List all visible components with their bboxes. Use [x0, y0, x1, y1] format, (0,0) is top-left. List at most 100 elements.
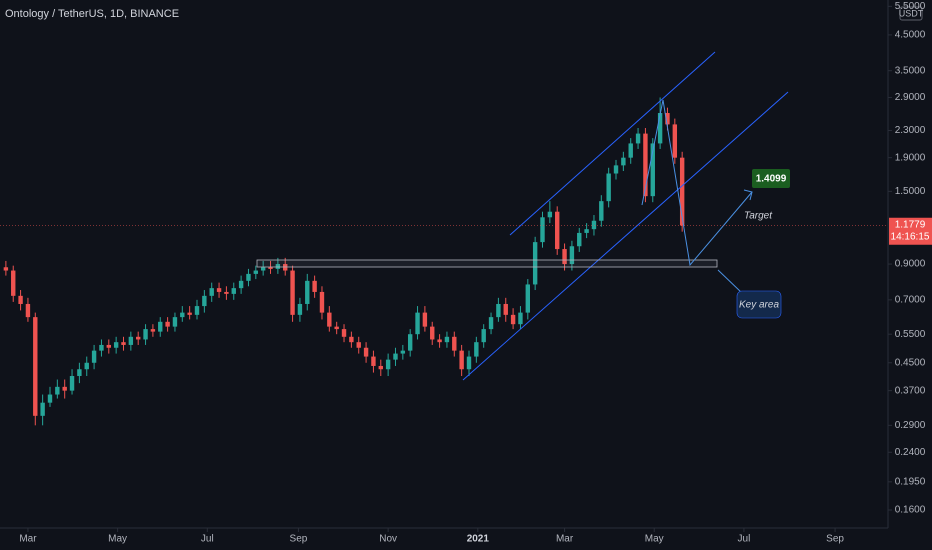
- candle-body: [569, 246, 575, 265]
- candle-body: [91, 350, 97, 363]
- y-tick-label: 0.2400: [895, 447, 926, 458]
- candle-body: [422, 312, 428, 327]
- currency-box: [899, 6, 923, 21]
- y-tick-label: 0.5500: [895, 329, 926, 340]
- candle-body: [260, 267, 266, 271]
- x-tick-label: Jul: [738, 534, 751, 545]
- candle-body: [363, 347, 369, 357]
- candle-body: [187, 312, 192, 315]
- candle-body: [18, 295, 23, 304]
- channel-lower: [462, 91, 789, 381]
- y-tick-label: 3.5000: [895, 65, 926, 76]
- candle-body: [371, 356, 376, 366]
- candle-body: [643, 133, 648, 197]
- countdown: 14:16:15: [891, 231, 930, 242]
- y-tick-label: 0.1600: [895, 505, 926, 516]
- candle-body: [577, 232, 582, 247]
- candle-body: [25, 303, 31, 318]
- candle-body: [158, 321, 163, 332]
- candle-body: [679, 157, 685, 226]
- candle-body: [474, 342, 479, 357]
- candle-body: [180, 312, 185, 318]
- candle-body: [150, 329, 156, 332]
- candle-body: [194, 306, 200, 315]
- x-tick-label: May: [645, 534, 664, 545]
- candle-body: [407, 334, 413, 351]
- candle-body: [606, 173, 611, 202]
- candle-body: [165, 321, 170, 327]
- candle-body: [430, 326, 435, 340]
- candle-body: [385, 359, 391, 370]
- target-label: Target: [744, 211, 773, 222]
- candle-body: [532, 242, 538, 285]
- candle-body: [172, 317, 178, 327]
- candle-body: [415, 312, 420, 335]
- y-tick-label: 2.3000: [895, 125, 926, 136]
- y-tick-label: 0.4500: [895, 357, 926, 368]
- candle-body: [47, 394, 53, 403]
- candle-body: [496, 303, 501, 318]
- candle-body: [319, 291, 325, 313]
- candle-body: [378, 365, 383, 370]
- candle-body: [650, 143, 655, 197]
- candle-body: [113, 342, 119, 348]
- candle-body: [452, 336, 457, 351]
- candle-body: [481, 329, 486, 343]
- key-zone: [256, 259, 718, 268]
- candle-body: [121, 342, 126, 345]
- candle-body: [555, 211, 560, 250]
- candle-body: [231, 288, 236, 294]
- candle-body: [11, 270, 16, 296]
- y-tick-label: 2.9000: [895, 92, 926, 103]
- candle-body: [268, 267, 273, 269]
- candle-body: [143, 329, 148, 340]
- last-price: 1.1779: [895, 219, 926, 230]
- y-tick-label: 1.5000: [895, 186, 926, 197]
- y-tick-label: 0.3700: [895, 385, 926, 396]
- candle-body: [341, 329, 347, 337]
- candle-body: [69, 376, 75, 391]
- candle-body: [84, 362, 89, 370]
- candle-body: [106, 344, 111, 348]
- candle-body: [3, 267, 9, 271]
- candle-body: [216, 288, 222, 292]
- candle-body: [599, 201, 604, 221]
- price-axis: [888, 0, 932, 550]
- candle-body: [393, 353, 398, 360]
- candle-body: [518, 312, 523, 325]
- candle-body: [246, 273, 251, 281]
- last-price-box: [889, 217, 932, 245]
- candle-body: [621, 157, 626, 166]
- candle-body: [613, 165, 619, 174]
- candle-body: [40, 402, 45, 416]
- candle-body: [253, 270, 259, 274]
- candle-body: [224, 291, 229, 294]
- x-tick-label: Sep: [290, 534, 308, 545]
- candle-body: [591, 220, 597, 230]
- candle-body: [540, 217, 545, 243]
- candle-body: [635, 133, 641, 144]
- callout-pointer: [717, 269, 743, 294]
- candle-body: [459, 350, 464, 370]
- candle-body: [209, 288, 214, 296]
- candle-body: [628, 143, 633, 158]
- candle-body: [356, 342, 361, 348]
- x-tick-label: Mar: [556, 534, 574, 545]
- candle-body: [297, 303, 303, 315]
- candle-body: [488, 317, 494, 330]
- candle-body: [525, 284, 531, 313]
- candle-body: [290, 270, 295, 315]
- candle-body: [135, 336, 141, 340]
- x-tick-label: 2021: [467, 534, 490, 545]
- candle-body: [584, 229, 589, 233]
- candle-body: [657, 113, 663, 144]
- x-tick-label: Nov: [379, 534, 397, 545]
- candle-body: [562, 249, 567, 265]
- candle-body: [202, 295, 207, 307]
- y-tick-label: 5.5000: [895, 1, 926, 12]
- candle-body: [334, 326, 339, 330]
- candle-body: [305, 280, 310, 304]
- arrow-head: [743, 189, 753, 201]
- candle-body: [238, 280, 244, 289]
